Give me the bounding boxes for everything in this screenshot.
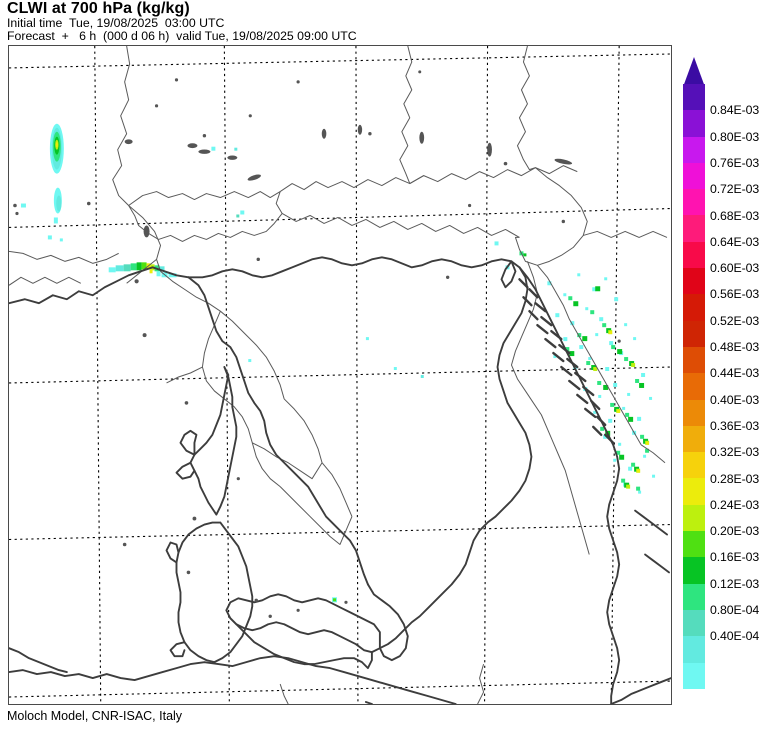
colorbar-band-6 [683, 241, 705, 269]
colorbar-band-16 [683, 504, 705, 532]
cloud-water-field [20, 123, 656, 603]
colorbar-tick-12: 0.36E-03 [710, 418, 760, 433]
colorbar-tick-7: 0.56E-03 [710, 287, 760, 302]
colorbar-tick-8: 0.52E-03 [710, 313, 760, 328]
colorbar-tick-14: 0.28E-03 [710, 471, 760, 486]
colorbar-band-1 [683, 110, 705, 137]
colorbar-band-19 [683, 583, 705, 610]
colorbar-tick-labels: 0.84E-03 0.80E-03 0.76E-03 0.72E-03 0.68E-03… [710, 57, 760, 697]
colorbar-band-18 [683, 557, 705, 584]
colorbar-tick-10: 0.44E-03 [710, 366, 760, 381]
colorbar-tick-3: 0.72E-03 [710, 182, 760, 197]
colorbar-band-21 [683, 636, 705, 663]
islands-and-lakes [13, 70, 621, 618]
colorbar-band-4 [683, 189, 705, 216]
colorbar-tick-18: 0.12E-03 [710, 576, 760, 591]
coastlines [9, 256, 671, 704]
colorbar-tick-16: 0.20E-03 [710, 524, 760, 539]
map-canvas [9, 46, 671, 704]
colorbar-band-22 [683, 662, 705, 689]
colorbar-arrow-max [683, 57, 705, 87]
colorbar-band-13 [683, 425, 705, 453]
colorbar-band-8 [683, 294, 705, 321]
colorbar-tick-0: 0.84E-03 [710, 103, 760, 118]
colorbar-band-11 [683, 373, 705, 400]
colorbar-band-7 [683, 268, 705, 295]
colorbar-tick-17: 0.16E-03 [710, 550, 760, 565]
page-title: CLWI at 700 hPa (kg/kg) [7, 0, 190, 17]
header: CLWI at 700 hPa (kg/kg) Initial time Tue… [7, 0, 527, 44]
map-plot-area[interactable] [8, 45, 672, 705]
initial-time-label: Initial time Tue, 19/08/2025 03:00 UTC [7, 16, 225, 30]
forecast-validity-label: Forecast + 6 h (000 d 06 h) valid Tue, 1… [7, 29, 357, 44]
colorbar-tick-19: 0.80E-04 [710, 603, 760, 618]
colorbar-tick-13: 0.32E-03 [710, 445, 760, 460]
colorbar-band-3 [683, 162, 705, 190]
colorbar-band-14 [683, 452, 705, 479]
colorbar-band-10 [683, 346, 705, 374]
colorbar-tick-2: 0.76E-03 [710, 155, 760, 170]
colorbar-band-12 [683, 399, 705, 426]
colorbar-tick-6: 0.60E-03 [710, 261, 760, 276]
colorbar-band-2 [683, 136, 705, 163]
colorbar-band-17 [683, 531, 705, 558]
colorbar-tick-11: 0.40E-03 [710, 392, 760, 407]
colorbar-tick-20: 0.40E-04 [710, 629, 760, 644]
colorbar-band-20 [683, 609, 705, 637]
colorbar-tick-9: 0.48E-03 [710, 340, 760, 355]
colorbar-band-9 [683, 320, 705, 347]
colorbar-band-5 [683, 215, 705, 242]
colorbar-tick-4: 0.68E-03 [710, 208, 760, 223]
colorbar-band-0 [683, 84, 705, 111]
colorbar-bands[interactable] [683, 84, 705, 689]
graticule-lines [9, 46, 671, 704]
colorbar-tick-5: 0.64E-03 [710, 234, 760, 249]
colorbar-tick-1: 0.80E-03 [710, 129, 760, 144]
colorbar-band-15 [683, 478, 705, 505]
model-credit-label: Moloch Model, CNR-ISAC, Italy [7, 709, 183, 723]
colorbar-tick-15: 0.24E-03 [710, 497, 760, 512]
